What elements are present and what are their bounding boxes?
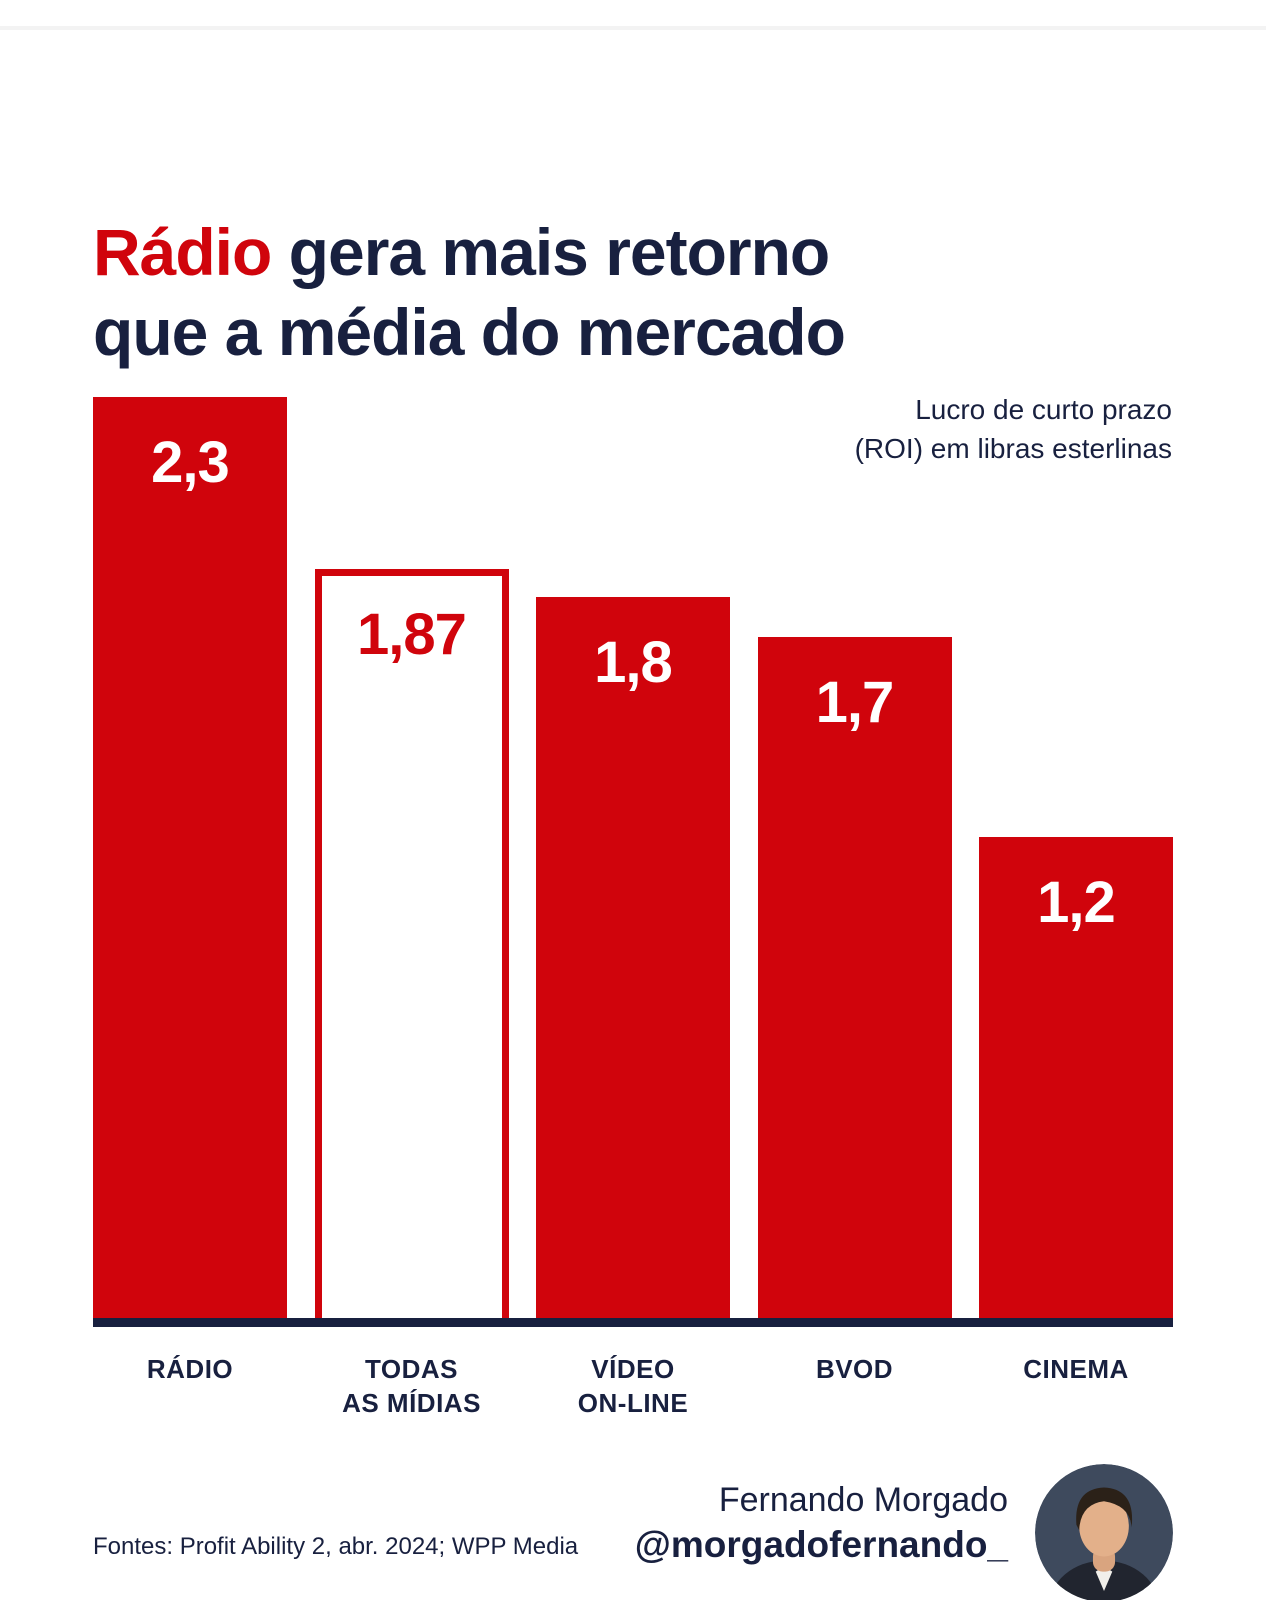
x-label-todas-as-midias: TODAS AS MÍDIAS [342,1354,481,1418]
bar-value-cinema: 1,2 [1037,870,1116,936]
bar-video-on-line: 1,8 [536,597,730,1318]
x-label-radio: RÁDIO [146,1354,234,1384]
bar-value-todas-as-midias: 1,87 [357,602,467,668]
bar-radio: 2,3 [93,397,287,1318]
title-line-1: Rádio gera mais retorno [93,212,845,292]
person-portrait-icon [1035,1464,1173,1600]
title-rest: gera mais retorno [271,215,831,289]
x-label-video-on-line: VÍDEO ON-LINE [577,1354,689,1418]
unit-note-line-1: Lucro de curto prazo [915,394,1172,425]
top-divider [0,26,1266,30]
author-avatar [1035,1464,1173,1600]
page-title: Rádio gera mais retorno que a média do m… [93,212,846,372]
x-axis-line [93,1318,1173,1327]
bar-value-bvod: 1,7 [815,670,895,736]
x-axis-labels: RÁDIO TODAS AS MÍDIAS VÍDEO ON-LINE BVOD CIN… [93,1352,1173,1420]
bar-todas-as-midias: 1,87 [314,569,509,1318]
bar-value-video-on-line: 1,8 [594,630,673,696]
sources-note: Fontes: Profit Ability 2, abr. 2024; WPP… [93,1533,579,1560]
x-label-cinema: CINEMA [1023,1354,1129,1384]
bar-value-radio: 2,3 [151,430,230,495]
author-handle: @morgadofernando_ [634,1524,1008,1565]
x-label-bvod: BVOD [815,1354,894,1384]
title-line-2: que a média do mercado [93,295,846,369]
bar-cinema: 1,2 [979,837,1173,1318]
bar-bvod: 1,7 [757,637,952,1318]
author-name: Fernando Morgado [718,1481,1008,1519]
bar-chart: 2,3 1,87 1,8 1,7 1,2 [93,397,1173,1318]
author-block: Fernando Morgado @morgadofernando_ [635,1478,1008,1568]
chart-unit-note: Lucro de curto prazo (ROI) em libras est… [855,390,1172,468]
unit-note-line-2: (ROI) em libras esterlinas [854,433,1172,464]
title-highlight: Rádio [93,215,272,289]
